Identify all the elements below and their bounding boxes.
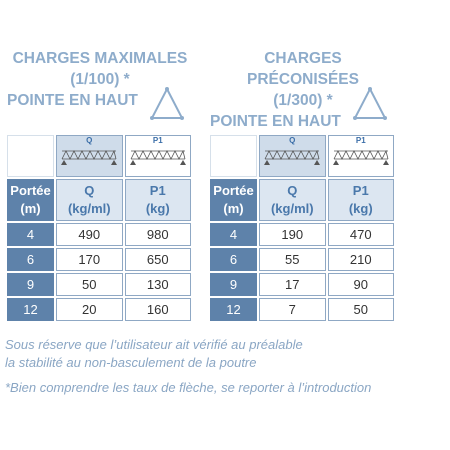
header-text: Portée [10, 183, 51, 198]
table-block: CHARGES PRÉCONISÉES (1/300) * POINTE EN HA… [210, 48, 396, 323]
data-cell: 6 [210, 248, 258, 271]
icon-label: P1 [152, 136, 163, 145]
beam-icon [61, 149, 118, 165]
data-cell: 170 [56, 248, 123, 271]
load-table: Q P1 Portée (m) Q (kg/ml) P1 (kg) 4 190 470 6 55 210 9… [208, 133, 396, 323]
note: Sous réserve que l’utilisateur ait vérif… [5, 337, 303, 352]
data-cell: 17 [259, 273, 326, 296]
data-row: 6 170 650 [7, 248, 191, 271]
header-cell: P1 (kg) [327, 179, 394, 221]
data-row: 12 20 160 [7, 298, 191, 321]
heading-line: (1/100) * [70, 71, 130, 88]
heading-line: POINTE EN HAUT [210, 113, 341, 130]
triangle-icon [150, 86, 184, 120]
header-text: (kg) [348, 201, 373, 216]
icon-row: Q P1 [7, 135, 191, 177]
data-row: 4 190 470 [210, 223, 394, 246]
header-text: Q [287, 183, 298, 198]
data-row: 9 50 130 [7, 273, 191, 296]
data-cell: 490 [56, 223, 123, 246]
header-text: Portée [213, 183, 254, 198]
beam-icon [264, 149, 321, 165]
header-text: (kg/ml) [270, 201, 314, 216]
data-cell: 9 [210, 273, 258, 296]
header-row: Portée (m) Q (kg/ml) P1 (kg) [210, 179, 394, 221]
heading: CHARGES MAXIMALES (1/100) * POINTE EN HAUT [7, 48, 193, 133]
data-cell: 4 [7, 223, 55, 246]
triangle-icon [353, 86, 387, 120]
header-text: P1 [352, 183, 369, 198]
data-cell: 12 [210, 298, 258, 321]
blank-cell [7, 135, 55, 177]
data-cell: 650 [124, 248, 191, 271]
data-cell: 470 [327, 223, 394, 246]
icon-label: P1 [355, 136, 366, 145]
heading-line: POINTE EN HAUT [7, 92, 138, 109]
icon-label: Q [86, 136, 93, 145]
beam-icon [129, 149, 186, 165]
data-row: 6 55 210 [210, 248, 394, 271]
data-cell: 55 [259, 248, 326, 271]
data-cell: 50 [327, 298, 394, 321]
icon-cell: Q [56, 135, 123, 177]
header-cell: Q (kg/ml) [259, 179, 326, 221]
data-cell: 20 [56, 298, 123, 321]
note: la stabilité au non-basculement de la po… [5, 355, 257, 370]
data-cell: 6 [7, 248, 55, 271]
data-cell: 4 [210, 223, 258, 246]
header-cell: P1 (kg) [124, 179, 191, 221]
header-text: P1 [149, 183, 166, 198]
data-cell: 210 [327, 248, 394, 271]
heading-line: CHARGES MAXIMALES [12, 50, 188, 67]
data-cell: 50 [56, 273, 123, 296]
note: *Bien comprendre les taux de flèche, se … [5, 380, 372, 395]
header-cell: Portée (m) [7, 179, 55, 221]
header-cell: Portée (m) [210, 179, 258, 221]
icon-row: Q P1 [210, 135, 394, 177]
data-cell: 190 [259, 223, 326, 246]
data-row: 4 490 980 [7, 223, 191, 246]
icon-cell: P1 [327, 135, 394, 177]
heading: CHARGES PRÉCONISÉES (1/300) * POINTE EN HA… [210, 48, 396, 133]
header-text: (m) [223, 201, 244, 216]
notes: Sous réserve que l’utilisateur ait vérif… [5, 336, 371, 397]
header-row: Portée (m) Q (kg/ml) P1 (kg) [7, 179, 191, 221]
data-cell: 160 [124, 298, 191, 321]
heading-line: (1/300) * [273, 92, 333, 109]
blank-cell [210, 135, 258, 177]
data-cell: 9 [7, 273, 55, 296]
header-text: Q [84, 183, 95, 198]
data-cell: 12 [7, 298, 55, 321]
data-row: 12 7 50 [210, 298, 394, 321]
header-text: (kg) [145, 201, 170, 216]
icon-cell: P1 [124, 135, 191, 177]
icon-label: Q [289, 136, 296, 145]
icon-cell: Q [259, 135, 326, 177]
table-block: CHARGES MAXIMALES (1/100) * POINTE EN HAUT… [7, 48, 193, 323]
data-cell: 130 [124, 273, 191, 296]
data-cell: 90 [327, 273, 394, 296]
data-cell: 7 [259, 298, 326, 321]
data-row: 9 17 90 [210, 273, 394, 296]
heading-line: CHARGES PRÉCONISÉES [247, 50, 359, 88]
header-text: (m) [20, 201, 41, 216]
beam-icon [332, 149, 389, 165]
header-text: (kg/ml) [67, 201, 111, 216]
data-cell: 980 [124, 223, 191, 246]
header-cell: Q (kg/ml) [56, 179, 123, 221]
load-table: Q P1 Portée (m) Q (kg/ml) P1 (kg) 4 490 980 6 170 650… [5, 133, 193, 323]
